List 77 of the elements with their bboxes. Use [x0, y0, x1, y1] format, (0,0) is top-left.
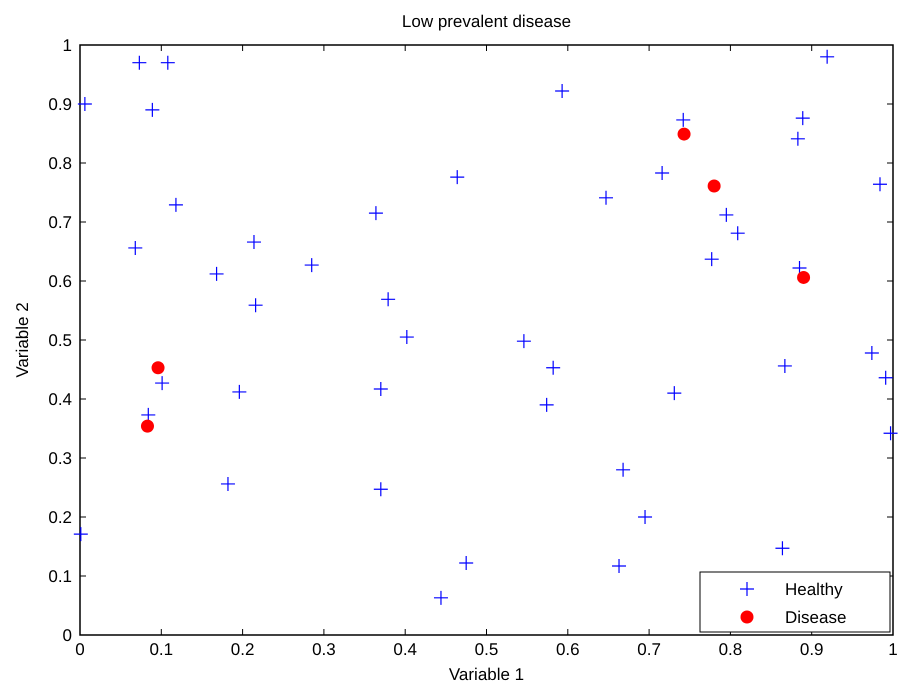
y-tick-label: 0.3	[48, 448, 72, 468]
x-tick-label: 0.6	[556, 640, 580, 659]
point	[882, 426, 898, 441]
point	[128, 240, 143, 256]
point	[615, 462, 631, 478]
point	[368, 206, 384, 221]
y-tick-label: 0.1	[48, 566, 72, 586]
x-tick-label: 0.8	[718, 640, 742, 659]
point	[208, 266, 224, 282]
x-tick-label: 0.9	[800, 640, 824, 659]
point	[132, 55, 147, 70]
point	[77, 96, 92, 112]
y-tick-label: 1	[62, 36, 72, 55]
y-tick-label: 0.4	[48, 390, 72, 409]
point	[152, 361, 165, 374]
point	[704, 252, 720, 267]
chart-title: Low prevalent disease	[402, 12, 572, 31]
point	[795, 110, 810, 126]
y-tick-label: 0.2	[48, 508, 72, 527]
point	[797, 270, 810, 284]
point	[458, 555, 474, 571]
point	[248, 298, 264, 313]
point	[864, 345, 880, 361]
point	[304, 257, 320, 273]
point	[154, 375, 170, 391]
point	[516, 334, 532, 349]
point	[774, 540, 790, 556]
point	[433, 590, 449, 606]
y-tick-label: 0.6	[48, 272, 72, 291]
point	[718, 207, 734, 223]
y-tick-label: 0	[62, 626, 72, 645]
point	[140, 420, 154, 433]
x-tick-label: 0.5	[474, 640, 498, 659]
point	[246, 234, 262, 250]
x-tick-label: 0	[75, 640, 85, 659]
point	[450, 170, 465, 185]
point	[220, 476, 236, 492]
point	[878, 370, 894, 386]
point	[777, 358, 792, 374]
point	[380, 292, 396, 307]
x-tick-label: 0.4	[393, 640, 418, 659]
point	[676, 112, 691, 128]
point	[160, 55, 176, 70]
x-tick-label: 1	[888, 640, 898, 659]
point	[144, 102, 160, 118]
point	[373, 381, 388, 397]
point	[611, 558, 627, 574]
point	[666, 386, 682, 401]
point	[708, 180, 721, 193]
point	[654, 165, 670, 181]
y-tick-label: 0.8	[48, 154, 72, 173]
point	[73, 526, 88, 542]
point	[168, 197, 184, 212]
x-tick-label: 0.7	[637, 640, 661, 659]
point	[373, 482, 388, 497]
point	[678, 128, 691, 141]
x-axis-title: Variable 1	[448, 665, 524, 684]
x-tick-label: 0.1	[149, 640, 174, 659]
point	[598, 190, 614, 206]
point	[232, 384, 247, 400]
point	[399, 329, 414, 345]
legend-label: Disease	[785, 608, 846, 627]
y-tick-label: 0.5	[48, 330, 72, 350]
point	[554, 83, 570, 99]
point	[820, 49, 835, 64]
x-tick-label: 0.3	[312, 640, 336, 659]
x-tick-label: 0.2	[230, 640, 254, 659]
y-axis-title: Variable 2	[13, 302, 32, 378]
y-tick-label: 0.7	[48, 212, 72, 232]
point	[637, 509, 653, 525]
point	[730, 226, 746, 241]
point	[546, 360, 561, 376]
legend-label: Healthy	[785, 580, 844, 599]
y-tick-label: 0.9	[48, 94, 72, 114]
point	[872, 176, 888, 192]
point	[539, 397, 554, 412]
point	[790, 131, 806, 146]
